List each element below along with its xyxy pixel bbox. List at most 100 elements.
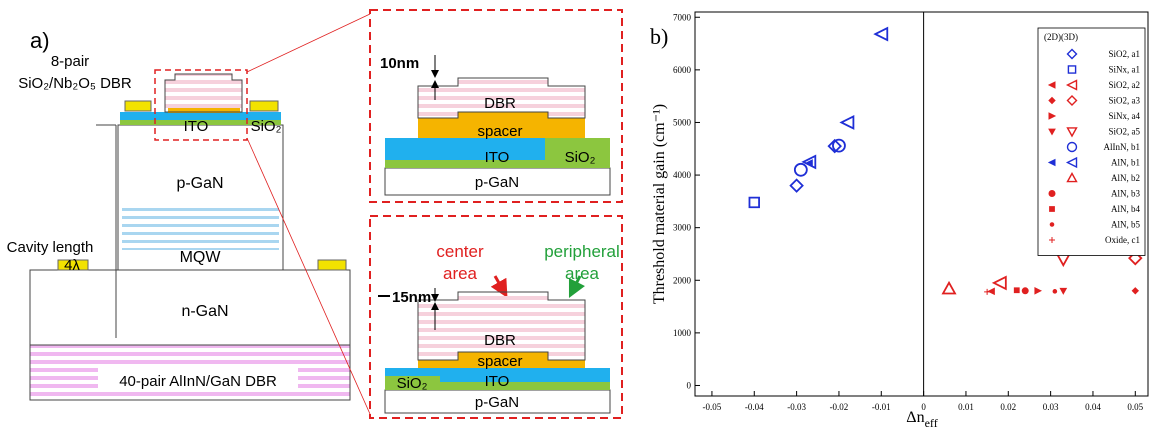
n-gan-label: n-GaN bbox=[181, 303, 228, 320]
point-3d bbox=[839, 115, 855, 130]
x-tick-label: -0.02 bbox=[830, 402, 849, 412]
contact bbox=[317, 259, 347, 271]
contact bbox=[249, 100, 279, 112]
panel-label: b) bbox=[650, 24, 668, 49]
legend-marker-2d bbox=[1048, 112, 1057, 120]
legend-label: SiO2, a3 bbox=[1109, 96, 1141, 106]
panel-b: b) Threshold material gain (cm⁻¹) Δneff … bbox=[650, 11, 1149, 429]
sio2-label: SiO₂ bbox=[251, 118, 282, 135]
y-axis-label: Threshold material gain (cm⁻¹) bbox=[651, 104, 668, 304]
zoom-box bbox=[154, 69, 248, 141]
label-box bbox=[98, 368, 298, 392]
legend-marker-2d bbox=[1048, 190, 1056, 197]
legend-label: AlN, b4 bbox=[1111, 204, 1140, 214]
legend-marker-2d bbox=[1047, 81, 1056, 89]
legend-label: AlN, b5 bbox=[1111, 220, 1140, 230]
legend-label: SiO2, a2 bbox=[1109, 80, 1141, 90]
legend-marker-2d bbox=[1049, 206, 1055, 212]
legend-marker-2d bbox=[1048, 96, 1056, 105]
spacer-label: spacer bbox=[477, 123, 522, 140]
p-gan bbox=[384, 167, 611, 196]
plot-frame bbox=[694, 11, 1149, 397]
sio2-label: SiO₂ bbox=[397, 375, 428, 392]
legend-label: SiNx, a4 bbox=[1109, 111, 1141, 121]
top-dbr-label: SiO₂/Nb₂O₅ DBR bbox=[18, 75, 132, 92]
legend-marker-3d bbox=[1067, 65, 1077, 74]
point-3d bbox=[801, 154, 817, 170]
point-3d bbox=[991, 275, 1007, 291]
legend-marker-3d bbox=[1065, 156, 1078, 169]
legend-label: SiO2, a1 bbox=[1109, 49, 1141, 59]
point-2d bbox=[1131, 287, 1140, 295]
x-tick-label: 0.04 bbox=[1085, 402, 1101, 412]
legend-marker-3d bbox=[1066, 127, 1078, 138]
dbr-label: DBR bbox=[484, 95, 516, 112]
center-label: center bbox=[436, 242, 484, 261]
legend-marker-2d bbox=[1048, 128, 1056, 136]
sio2 bbox=[545, 138, 610, 168]
point-3d bbox=[941, 280, 957, 295]
legend-marker-3d bbox=[1066, 95, 1078, 106]
sio2 bbox=[120, 120, 281, 125]
point-3d bbox=[1128, 250, 1143, 266]
y-tick-label: 1000 bbox=[673, 328, 692, 338]
legend-marker-3d bbox=[1066, 48, 1078, 60]
ito-label: ITO bbox=[184, 118, 209, 135]
x-tick-label: 0.01 bbox=[958, 402, 974, 412]
legend-frame bbox=[1037, 27, 1146, 256]
x-tick-label: 0 bbox=[921, 402, 926, 412]
panel-a: a) 40-pair AlInN/GaN DBR n-GaN MQW p-GaN… bbox=[7, 9, 623, 419]
y-tick-label: 5000 bbox=[673, 117, 692, 127]
mqw-label: MQW bbox=[180, 249, 222, 266]
point-2d bbox=[987, 287, 995, 296]
sio2 bbox=[385, 160, 610, 168]
legend-marker-2d bbox=[1049, 237, 1055, 243]
spacer-label: spacer bbox=[477, 353, 522, 370]
y-tick-label: 0 bbox=[687, 380, 692, 390]
p-gan-label: p-GaN bbox=[475, 174, 519, 191]
dbr-label: DBR bbox=[484, 332, 516, 349]
bottom-dbr-label: 40-pair AlInN/GaN DBR bbox=[119, 373, 277, 390]
center-area-label: area bbox=[443, 264, 478, 283]
x-axis-label: Δneff bbox=[906, 409, 937, 429]
sio2-label: SiO₂ bbox=[565, 149, 596, 166]
legend-marker-3d bbox=[1065, 79, 1078, 91]
top-dbr-pairs: 8-pair bbox=[51, 53, 89, 70]
x-tick-label: -0.04 bbox=[745, 402, 764, 412]
cavity-label: Cavity length bbox=[7, 239, 94, 256]
point-2d bbox=[1013, 287, 1020, 294]
panel-label: a) bbox=[30, 28, 50, 53]
y-tick-label: 3000 bbox=[673, 223, 692, 233]
ito-label: ITO bbox=[485, 373, 510, 390]
peripheral-area-label: area bbox=[565, 264, 600, 283]
x-tick-label: 0.05 bbox=[1127, 402, 1143, 412]
thickness-label: 10nm bbox=[380, 55, 419, 72]
legend-label: AlInN, b1 bbox=[1104, 142, 1141, 152]
point-2d bbox=[984, 288, 991, 295]
point-3d bbox=[793, 162, 808, 177]
legend-title: (2D)(3D) bbox=[1044, 32, 1078, 42]
contact bbox=[124, 100, 152, 112]
zoom-line bbox=[246, 13, 371, 73]
spacer bbox=[418, 112, 585, 138]
x-axis-label-main: Δn bbox=[906, 409, 924, 426]
ito-label: ITO bbox=[485, 149, 510, 166]
legend-marker-3d bbox=[1066, 141, 1078, 153]
x-axis-label-sub: eff bbox=[925, 416, 938, 429]
x-tick-label: -0.03 bbox=[787, 402, 806, 412]
legend-label: Oxide, c1 bbox=[1105, 235, 1140, 245]
spacer bbox=[418, 352, 585, 368]
dbr bbox=[417, 291, 586, 361]
mqw bbox=[122, 208, 279, 250]
y-tick-label: 7000 bbox=[673, 12, 692, 22]
y-tick-label: 6000 bbox=[673, 65, 692, 75]
y-tick-label: 4000 bbox=[673, 170, 692, 180]
dbr bbox=[417, 77, 586, 119]
point-3d bbox=[832, 138, 846, 153]
inset-frame bbox=[369, 215, 623, 419]
zoom-line bbox=[246, 137, 371, 415]
point-2d bbox=[1059, 287, 1068, 295]
cavity-value: 4λ bbox=[64, 257, 80, 274]
contact bbox=[57, 259, 89, 271]
